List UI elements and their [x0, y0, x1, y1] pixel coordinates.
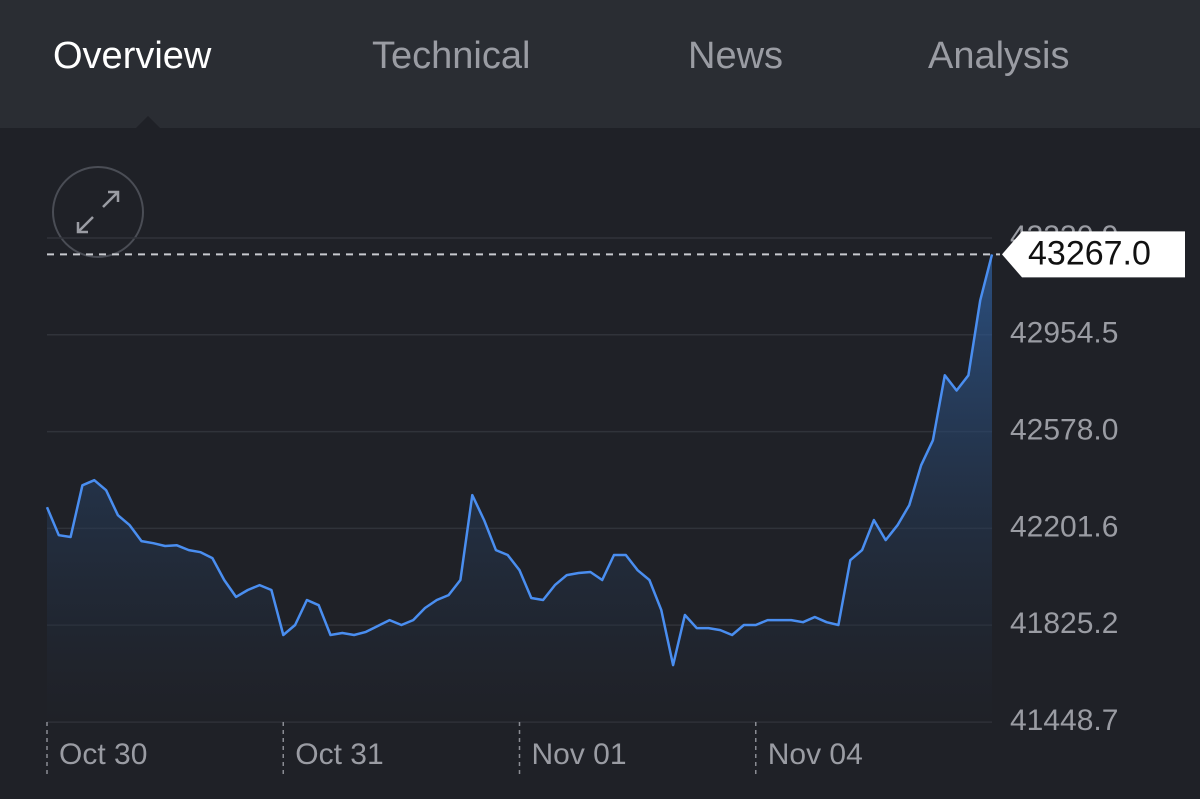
x-tick-label: Oct 31	[295, 738, 383, 771]
tab[interactable]: News	[688, 35, 783, 77]
area	[47, 254, 992, 722]
tab[interactable]: Technical	[372, 35, 530, 77]
y-tick-label: 42578.0	[1010, 414, 1118, 447]
y-tick-label: 42201.6	[1010, 510, 1118, 543]
last-price-box	[1002, 231, 1185, 278]
x-tick-label: Nov 04	[768, 738, 863, 771]
x-tick-label: Nov 01	[532, 738, 627, 771]
price-line	[45, 254, 994, 667]
x-tick-label: Oct 30	[59, 738, 147, 771]
tab[interactable]: Analysis	[928, 35, 1070, 77]
tab[interactable]: Overview	[53, 35, 212, 77]
tab-bar	[0, 0, 1200, 128]
y-tick-label: 42954.5	[1010, 317, 1118, 350]
y-tick-label: 41448.7	[1010, 704, 1118, 737]
plot: 41448.741825.242201.642578.042954.543330…	[45, 220, 1185, 776]
tab-indicator	[136, 116, 160, 128]
y-tick-label: 41825.2	[1010, 607, 1118, 640]
expand-button[interactable]	[52, 166, 144, 258]
last-price-label: 43267.0	[1028, 234, 1151, 272]
